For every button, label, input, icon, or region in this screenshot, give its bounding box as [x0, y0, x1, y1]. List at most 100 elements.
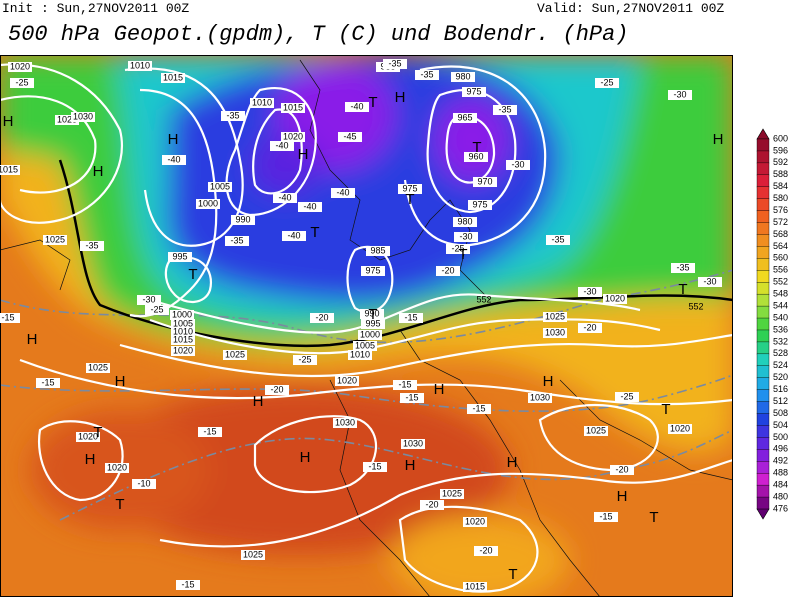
temperature-label-box — [198, 427, 222, 437]
isobar-label-box — [208, 182, 232, 192]
temperature-label: -25 — [150, 304, 163, 314]
isobar-label: 1030 — [335, 417, 355, 427]
isobar-label-box — [171, 346, 195, 356]
pressure-center: H — [253, 393, 264, 410]
isobar-label: 975 — [466, 86, 481, 96]
isobar-label: 990 — [235, 214, 250, 224]
isobar-label-box — [348, 350, 372, 360]
isobar-label-box — [8, 62, 32, 72]
temperature-label: -15 — [368, 461, 381, 471]
temperature-label: -30 — [511, 159, 524, 169]
pressure-center: T — [93, 424, 102, 441]
colorbar-label: 528 — [773, 348, 788, 358]
isobar-label: 1000 — [360, 329, 380, 339]
isobar-label: 1020 — [78, 431, 98, 441]
colorbar-label: 592 — [773, 157, 788, 167]
temperature-label: -15 — [472, 403, 485, 413]
colorbar-band — [756, 258, 770, 271]
temperature-label: -35 — [676, 262, 689, 272]
colorbar-band — [756, 437, 770, 450]
temperature-label-box — [338, 132, 362, 142]
temperature-label-box — [474, 546, 498, 556]
temperature-label: -35 — [85, 240, 98, 250]
isobar-label: 1010 — [130, 60, 150, 70]
temperature-label: -20 — [425, 499, 438, 509]
coastlines — [0, 59, 733, 597]
colorbar-label: 568 — [773, 229, 788, 239]
colorbar-label: 572 — [773, 217, 788, 227]
colorbar-band — [756, 425, 770, 438]
temperature-label-box — [145, 305, 169, 315]
temperature-label: -15 — [404, 312, 417, 322]
isobar-label: 1025 — [545, 311, 565, 321]
isobar-label-box — [463, 517, 487, 527]
isobar-label-box — [196, 199, 220, 209]
temperature-label-box — [176, 580, 200, 590]
colorbar-label: 500 — [773, 432, 788, 442]
temperature-label: -40 — [275, 140, 288, 150]
isobar-label-box — [223, 350, 247, 360]
colorbar-band — [756, 472, 770, 486]
temperature-label: -10 — [137, 478, 150, 488]
height-label: 552 — [476, 294, 491, 304]
isobar-label-box — [333, 418, 357, 428]
temperature-label: -40 — [278, 192, 291, 202]
colorbar-band — [756, 353, 770, 367]
colorbar-label: 580 — [773, 193, 788, 203]
temperature-label-box — [10, 78, 34, 88]
isobar-label: 985 — [370, 245, 385, 255]
colorbar-label: 560 — [773, 253, 788, 263]
isobar-label-box — [464, 152, 488, 162]
temperature-label-box — [310, 313, 334, 323]
height-contour-552 — [58, 159, 733, 347]
pressure-center: T — [368, 306, 377, 323]
isobar-label: 1010 — [173, 326, 193, 336]
temperature-label-box — [273, 193, 297, 203]
colorbar-label: 556 — [773, 265, 788, 275]
temperature-label: -20 — [270, 384, 283, 394]
isobar-label: 1015 — [283, 102, 303, 112]
isobar-label-box — [231, 215, 255, 225]
pressure-center: H — [85, 451, 96, 468]
isobar-label: 1010 — [350, 349, 370, 359]
isobar-label-box — [361, 266, 385, 276]
isobar-label-box — [71, 112, 95, 122]
temperature-label: -40 — [287, 230, 300, 240]
temperature-label-box — [331, 188, 355, 198]
colorbar-band — [756, 377, 770, 391]
colorbar-band — [756, 138, 770, 152]
temperature-label: -30 — [673, 89, 686, 99]
isobar-label: 1020 — [465, 516, 485, 526]
isobar-label: 960 — [468, 151, 483, 161]
colorbar-band — [756, 305, 770, 319]
temperature-label: -30 — [459, 231, 472, 241]
colorbar-label: 532 — [773, 336, 788, 346]
temperature-label: -40 — [350, 101, 363, 111]
isobar-label-box — [250, 98, 274, 108]
isobar-label: 1030 — [403, 438, 423, 448]
isobar-label: 1015 — [0, 164, 18, 174]
colorbar-bottom-arrow — [756, 508, 770, 520]
colorbar-label: 512 — [773, 396, 788, 406]
colorbar-label: 492 — [773, 456, 788, 466]
temperature-label-box — [436, 266, 460, 276]
temperature-label-box — [0, 313, 20, 323]
colorbar-band — [756, 341, 770, 355]
temperature-label: -15 — [203, 426, 216, 436]
temperature-label: -20 — [479, 545, 492, 555]
temperature-label-box — [420, 500, 444, 510]
colorbar-label: 584 — [773, 181, 788, 191]
temperature-label: -45 — [343, 131, 356, 141]
isobar-label-box — [105, 463, 129, 473]
temperature-label: -40 — [167, 154, 180, 164]
isobar-label: 965 — [457, 112, 472, 122]
isobar-label: 1025 — [442, 488, 462, 498]
temperature-label: -15 — [398, 379, 411, 389]
temperature-label: -25 — [15, 77, 28, 87]
colorbar-band — [756, 484, 770, 498]
isobar-label: 1025 — [45, 234, 65, 244]
colorbar-band — [756, 317, 770, 331]
colorbar-band — [756, 174, 770, 188]
